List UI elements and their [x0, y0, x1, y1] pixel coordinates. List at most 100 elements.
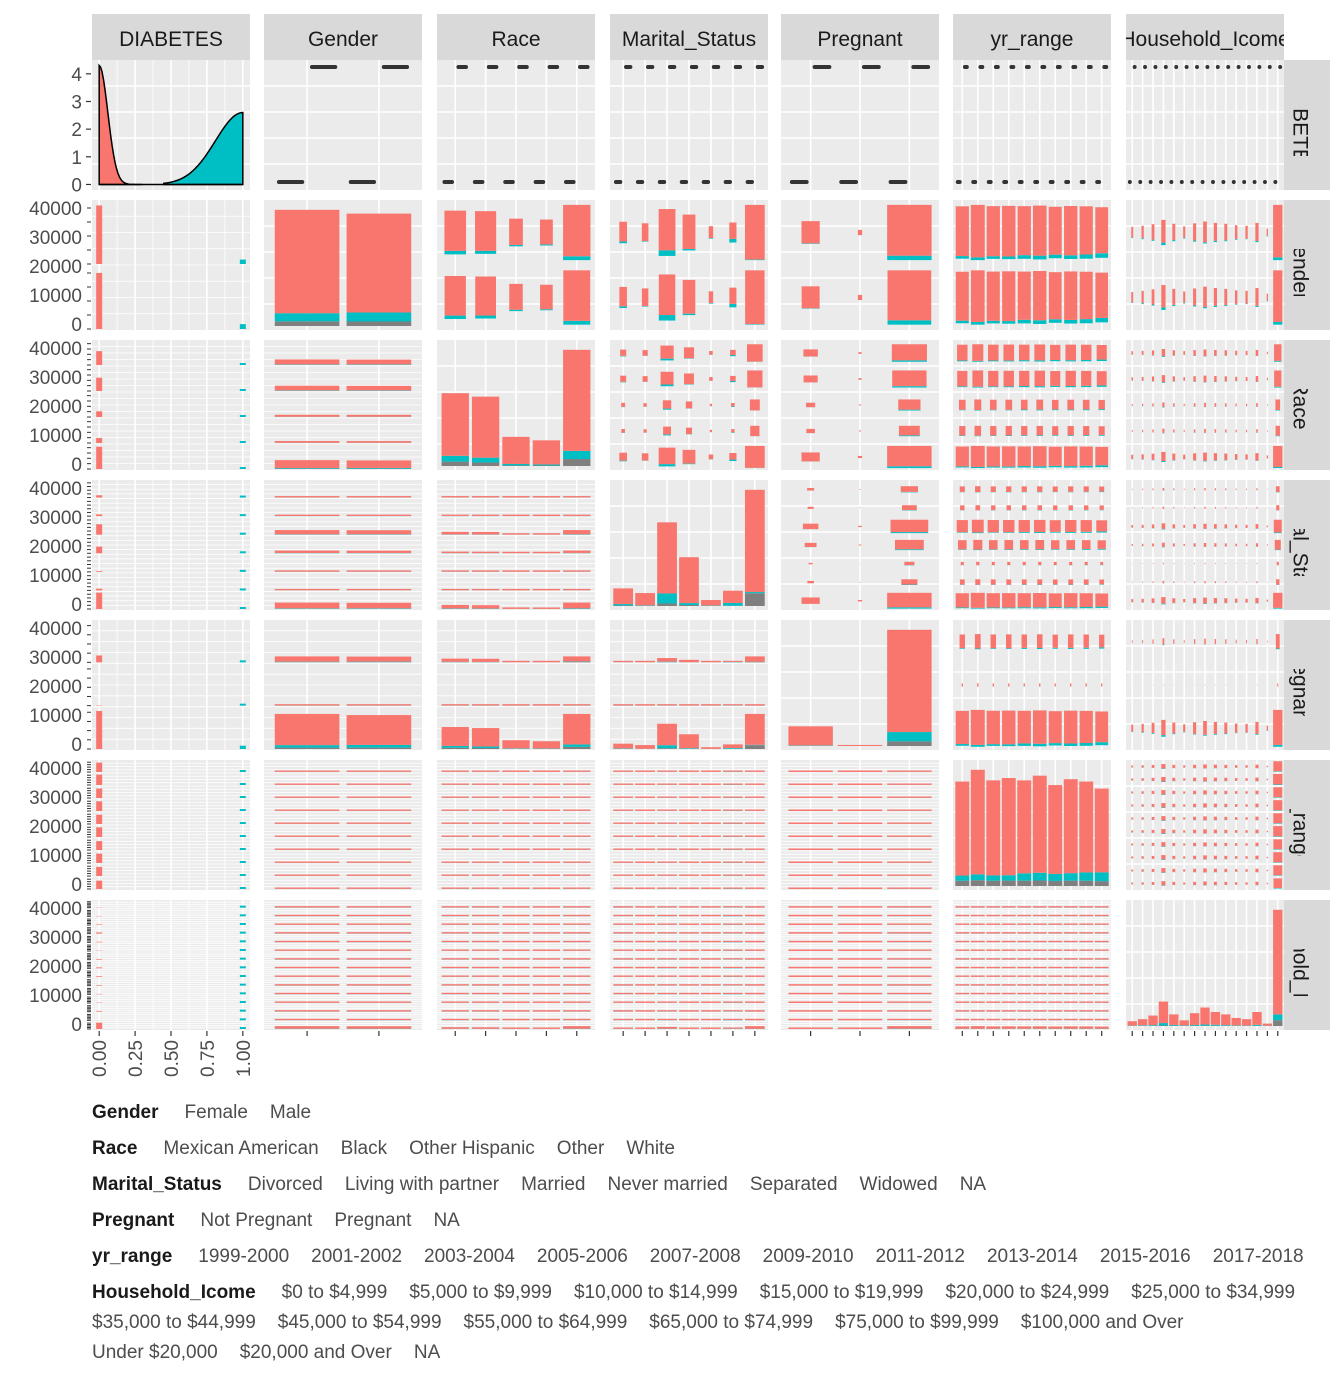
bar-yr_range-3-na — [1002, 881, 1016, 886]
facet-bar-Household_Icome-Pregnant-diabetes-0 — [887, 915, 931, 916]
tile-Marital_Status-Household_Icome-diabetes-0 — [1142, 489, 1143, 490]
tile-Marital_Status-Household_Icome-diabetes-0 — [1183, 599, 1185, 602]
tile-Marital_Status-Household_Icome-diabetes-0 — [1194, 488, 1195, 490]
tile-yr_range-Household_Icome-diabetes-0 — [1183, 817, 1185, 819]
tile-Gender-yr_range-diabetes-0 — [1095, 273, 1108, 318]
tile-Marital_Status-yr_range-diabetes-0 — [1020, 540, 1029, 549]
tile-Pregnant-yr_range-diabetes-1 — [956, 744, 969, 746]
facet-bar-Household_Icome-Race-diabetes-0 — [472, 915, 499, 916]
tile-yr_range-Household_Icome-diabetes-1 — [1273, 888, 1282, 889]
tile-Marital_Status-yr_range-diabetes-1 — [972, 532, 984, 533]
tile-Pregnant-yr_range-diabetes-0 — [1037, 634, 1043, 648]
tile-Gender-Race-diabetes-0 — [509, 219, 523, 245]
tile-Marital_Status-Household_Icome-diabetes-1 — [1162, 529, 1166, 530]
facet-bar-Household_Icome-Marital_Status-diabetes-0 — [723, 906, 743, 907]
bar-yr_range-4-diabetes-0 — [1017, 780, 1031, 873]
tile-Gender-Household_Icome-diabetes-0 — [1245, 291, 1247, 304]
tile-Marital_Status-Household_Icome-diabetes-0 — [1173, 563, 1174, 564]
tile-Marital_Status-Household_Icome-diabetes-0 — [1235, 544, 1237, 547]
tile-Marital_Status-Household_Icome-diabetes-0 — [1245, 599, 1247, 603]
tile-Race-Household_Icome-diabetes-0 — [1173, 350, 1175, 355]
tile-yr_range-Household_Icome-diabetes-0 — [1193, 830, 1196, 833]
tile-Marital_Status-Household_Icome-diabetes-0 — [1225, 581, 1226, 583]
tile-Marital_Status-Household_Icome-diabetes-0 — [1273, 593, 1282, 608]
tile-Marital_Status-Household_Icome-diabetes-0 — [1246, 544, 1247, 546]
facet-bar-yr_range-Marital_Status-diabetes-0 — [723, 797, 743, 798]
tile-Pregnant-Household_Icome-diabetes-1 — [1273, 745, 1282, 747]
tile-Marital_Status-yr_range-diabetes-0 — [956, 593, 969, 607]
tile-Race-Marital_Status-diabetes-0 — [730, 350, 736, 355]
boxplot-diabetes-0 — [889, 180, 908, 184]
hist-bar-diabetes-0 — [96, 593, 102, 609]
strip-label-Gender: Gender — [308, 28, 378, 51]
tile-yr_range-Household_Icome-diabetes-0 — [1214, 843, 1217, 846]
tile-Race-Pregnant-diabetes-0 — [858, 456, 862, 458]
tile-Race-Pregnant-diabetes-1 — [899, 435, 920, 436]
tile-Pregnant-Household_Icome-diabetes-0 — [1193, 722, 1196, 733]
bar-yr_range-9-na — [1095, 881, 1109, 886]
tile-Marital_Status-Household_Icome-diabetes-0 — [1162, 523, 1166, 529]
facet-bar-yr_range-Marital_Status-diabetes-0 — [679, 849, 699, 850]
tile-Pregnant-Household_Icome-diabetes-1 — [1276, 648, 1280, 649]
tile-Gender-Marital_Status-diabetes-1 — [745, 324, 764, 325]
bar-yr_range-9-diabetes-1 — [1095, 872, 1109, 881]
tile-yr_range-Household_Icome-diabetes-0 — [1273, 839, 1282, 849]
facet-bar-Household_Icome-Race-diabetes-0 — [563, 1002, 590, 1003]
boxplot-diabetes-1 — [1133, 65, 1137, 69]
facet-bar-Household_Icome-Marital_Status-diabetes-0 — [679, 976, 699, 977]
facet-bar-Household_Icome-Race-diabetes-0 — [472, 1027, 499, 1029]
facet-bar-yr_range-Pregnant-diabetes-0 — [788, 797, 832, 798]
tile-Marital_Status-Household_Icome-diabetes-0 — [1194, 507, 1195, 509]
facet-bar-yr_range-Race-diabetes-0 — [502, 849, 529, 850]
hist-bar-diabetes-1 — [240, 992, 246, 994]
facet-bar-Marital_Status-Race-diabetes-0 — [472, 515, 499, 516]
tile-yr_range-Household_Icome-diabetes-0 — [1224, 778, 1227, 781]
tile-Race-Household_Icome-diabetes-1 — [1274, 361, 1281, 362]
tile-Pregnant-Household_Icome-diabetes-1 — [1255, 734, 1258, 735]
facet-bar-Household_Icome-Marital_Status-diabetes-0 — [745, 958, 765, 959]
facet-bar-Pregnant-Marital_Status-diabetes-0 — [745, 656, 765, 661]
tile-Race-Household_Icome-diabetes-0 — [1256, 376, 1259, 382]
tile-Race-Household_Icome-diabetes-0 — [1142, 351, 1144, 355]
tile-Marital_Status-yr_range-diabetes-0 — [1053, 505, 1057, 510]
facet-bar-yr_range-Pregnant-diabetes-0 — [838, 784, 882, 785]
tile-Race-Household_Icome-diabetes-0 — [1132, 377, 1133, 380]
hist-bar-diabetes-1 — [240, 746, 246, 749]
facet-bar-yr_range-Race-diabetes-0 — [472, 862, 499, 863]
tile-Pregnant-yr_range-diabetes-0 — [1024, 683, 1025, 686]
hist-bar-diabetes-1 — [240, 570, 246, 572]
hist-bar-diabetes-1 — [240, 1010, 246, 1012]
tile-yr_range-Household_Icome-diabetes-1 — [1273, 862, 1282, 863]
tile-Marital_Status-Household_Icome-diabetes-0 — [1132, 507, 1133, 508]
tile-Race-Household_Icome-diabetes-0 — [1193, 453, 1196, 460]
bar-Gender-0-na — [275, 321, 340, 326]
tile-Marital_Status-yr_range-diabetes-0 — [1049, 593, 1062, 607]
facet-bar-yr_range-Race-diabetes-0 — [472, 771, 499, 772]
facet-bar-Household_Icome-Pregnant-diabetes-0 — [887, 941, 931, 942]
tile-Gender-Household_Icome-diabetes-0 — [1214, 288, 1217, 306]
tile-Marital_Status-Household_Icome-diabetes-0 — [1246, 581, 1247, 582]
hist-bar-diabetes-1 — [240, 324, 246, 329]
facet-bar-yr_range-Pregnant-diabetes-0 — [887, 771, 931, 772]
tile-Marital_Status-Pregnant-diabetes-0 — [808, 507, 814, 509]
tile-Race-yr_range-diabetes-0 — [1021, 400, 1028, 410]
tile-Race-Household_Icome-diabetes-0 — [1173, 429, 1174, 432]
tile-Gender-Race-diabetes-0 — [563, 270, 590, 321]
facet-bar-yr_range-Pregnant-diabetes-0 — [887, 862, 931, 863]
facet-bar-Household_Icome-Race-diabetes-0 — [472, 906, 499, 907]
tile-Race-Marital_Status-diabetes-1 — [660, 359, 673, 361]
tile-Marital_Status-Household_Icome-diabetes-0 — [1236, 507, 1237, 508]
facet-bar-Pregnant-Gender-diabetes-1 — [347, 745, 412, 748]
tile-yr_range-Household_Icome-diabetes-0 — [1152, 817, 1155, 820]
tile-Gender-Household_Icome-diabetes-0 — [1172, 289, 1175, 305]
facet-bar-Pregnant-Gender-diabetes-0 — [347, 704, 412, 705]
facet-bar-Household_Icome-Race-diabetes-0 — [563, 993, 590, 994]
tile-Marital_Status-yr_range-diabetes-0 — [973, 540, 982, 550]
tile-yr_range-Household_Icome-diabetes-1 — [1273, 771, 1282, 772]
tile-yr_range-Household_Icome-diabetes-0 — [1273, 813, 1282, 823]
tile-yr_range-Household_Icome-diabetes-0 — [1267, 818, 1268, 819]
facet-bar-Household_Icome-Race-diabetes-0 — [472, 932, 499, 933]
bar-Marital_Status-6-na — [745, 593, 765, 606]
facet-bar-Pregnant-Marital_Status-diabetes-0 — [657, 658, 677, 662]
bar-yr_range-9-diabetes-0 — [1095, 789, 1109, 873]
